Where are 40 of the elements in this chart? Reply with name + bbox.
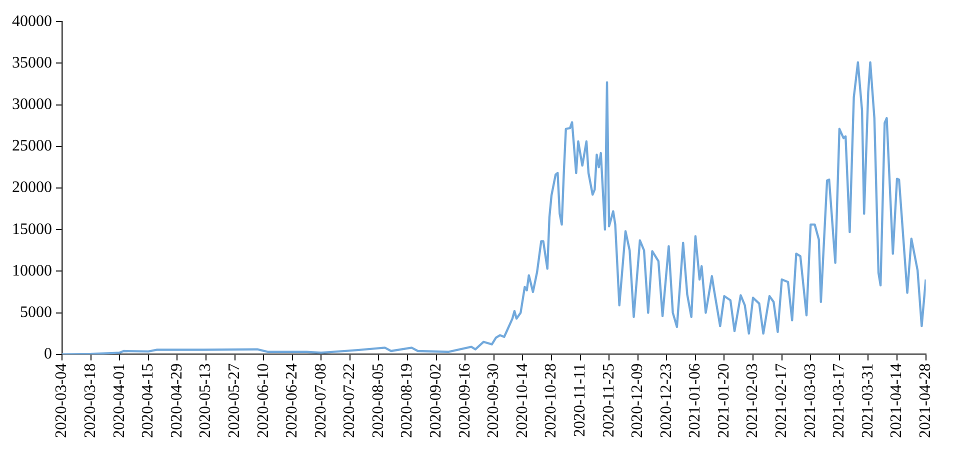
x-tick-label: 2020-05-27	[226, 363, 243, 438]
x-tick-label: 2021-04-28	[917, 363, 934, 438]
x-tick-label: 2020-05-13	[197, 363, 214, 438]
x-tick-label: 2020-09-02	[428, 363, 445, 438]
x-tick-label: 2020-04-15	[140, 363, 157, 438]
x-tick-label: 2020-03-04	[53, 363, 70, 438]
y-tick-label: 0	[44, 346, 52, 363]
x-tick-label: 2021-02-17	[773, 363, 790, 438]
x-tick-label: 2020-12-23	[658, 363, 675, 438]
x-tick-label: 2021-03-03	[802, 363, 819, 438]
x-tick-label: 2020-04-29	[168, 363, 186, 438]
y-tick-label: 30000	[12, 96, 52, 113]
x-tick-label: 2020-03-18	[82, 363, 99, 438]
y-tick-label: 20000	[12, 179, 52, 196]
x-tick-label: 2020-10-14	[514, 363, 531, 438]
x-tick-label: 2020-09-16	[456, 363, 474, 438]
x-tick-label: 2020-06-10	[254, 363, 272, 438]
x-tick-label: 2020-04-01	[110, 363, 128, 438]
y-tick-label: 5000	[20, 304, 52, 321]
x-tick-label: 2020-08-19	[398, 363, 416, 438]
y-tick-label: 35000	[12, 54, 52, 72]
x-tick-label: 2020-08-05	[370, 363, 387, 438]
x-tick-label: 2020-11-11	[571, 363, 588, 437]
x-tick-label: 2021-03-31	[859, 363, 876, 438]
y-tick-label: 40000	[12, 12, 52, 30]
x-tick-label: 2020-10-28	[542, 363, 560, 438]
x-tick-label: 2021-01-20	[715, 363, 732, 438]
y-tick-label: 15000	[12, 220, 52, 238]
y-tick-label: 10000	[12, 262, 52, 280]
x-tick-label: 2021-03-17	[830, 363, 848, 438]
y-tick-label: 25000	[12, 138, 52, 155]
x-tick-label: 2021-01-06	[686, 363, 704, 438]
x-tick-label: 2020-06-24	[284, 363, 301, 438]
x-tick-label: 2020-12-09	[629, 363, 646, 438]
x-tick-label: 2021-04-14	[888, 363, 906, 438]
x-tick-label: 2020-07-22	[341, 363, 358, 438]
x-tick-label: 2020-07-08	[312, 363, 330, 438]
x-tick-label: 2020-09-30	[485, 363, 502, 438]
x-tick-label: 2020-11-25	[600, 363, 618, 438]
x-tick-label: 2021-02-03	[744, 363, 762, 438]
